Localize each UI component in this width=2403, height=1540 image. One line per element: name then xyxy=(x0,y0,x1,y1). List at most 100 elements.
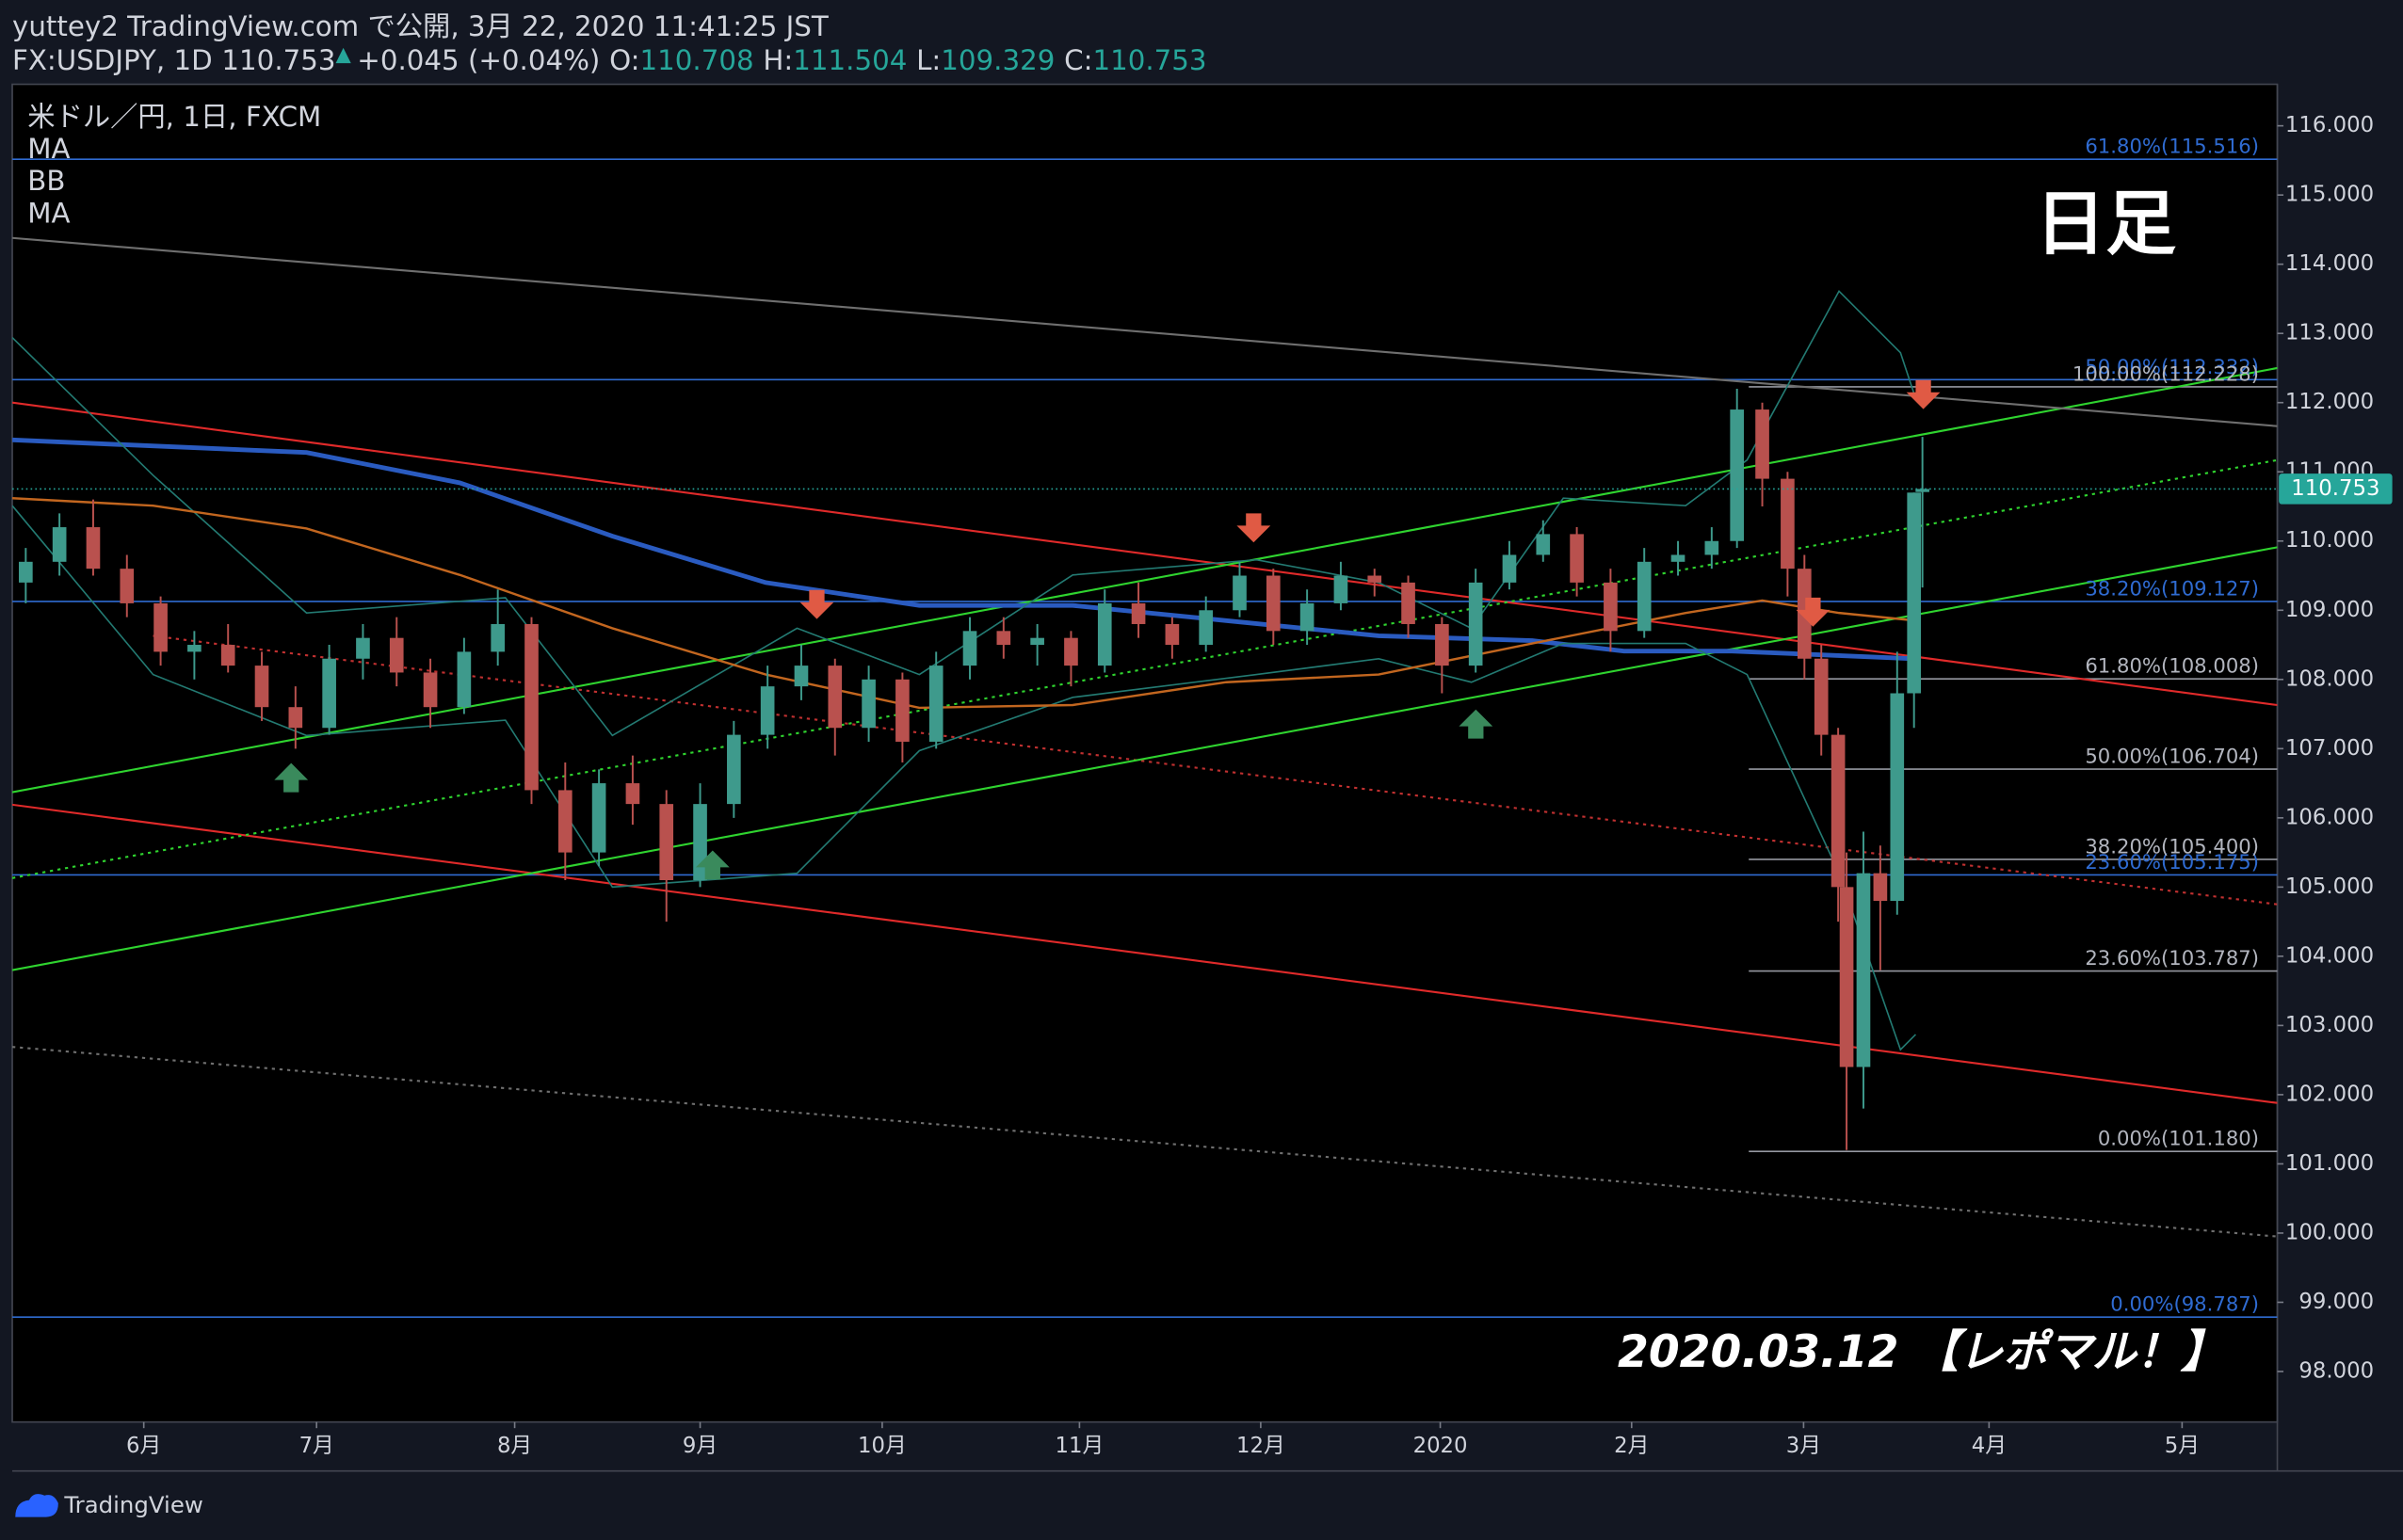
candle-body xyxy=(1333,575,1348,603)
trend-line xyxy=(12,1046,2278,1238)
change: +0.045 (+0.04%) xyxy=(357,44,600,76)
candle-body xyxy=(760,686,775,735)
x-tick-label: 2020 xyxy=(1413,1434,1468,1458)
x-tick-label: 11月 xyxy=(1056,1434,1105,1458)
header-line2: FX:USDJPY, 1D 110.753▲ +0.045 (+0.04%) O:11… xyxy=(12,42,1207,76)
candle-body xyxy=(1890,693,1905,902)
x-tick-label: 5月 xyxy=(2165,1434,2200,1458)
plot-area xyxy=(11,83,2279,1423)
legend-entry[interactable]: BB xyxy=(27,165,65,197)
candle-body xyxy=(288,707,303,729)
sell-arrow xyxy=(1796,597,1830,627)
candle-body xyxy=(254,666,269,708)
x-tick-label: 9月 xyxy=(683,1434,718,1458)
candle-body xyxy=(153,602,168,652)
candle-body xyxy=(1266,575,1281,632)
trend-line xyxy=(12,458,2278,879)
symbol: FX:USDJPY, 1D xyxy=(12,44,213,76)
open-value: 110.708 xyxy=(640,44,754,76)
candle-body xyxy=(996,631,1011,646)
high-label: H: xyxy=(763,44,793,76)
candle-body xyxy=(1468,582,1483,666)
candle-body xyxy=(1064,637,1078,666)
header-line1: yuttey2 TradingView.com で公開, 3月 22, 2020… xyxy=(12,10,829,42)
y-tick-label: 99.000 xyxy=(2298,1290,2374,1314)
brand-logo: TradingView xyxy=(15,1491,203,1518)
y-tick-label: 113.000 xyxy=(2285,321,2374,345)
x-tick-label: 2月 xyxy=(1614,1434,1649,1458)
candle-body xyxy=(389,637,404,673)
last-price-box xyxy=(2279,473,2393,505)
y-tick-label: 114.000 xyxy=(2285,251,2374,276)
candle-body xyxy=(1730,409,1745,541)
last: 110.753 xyxy=(221,44,335,76)
moving-average xyxy=(12,496,1916,710)
candle-body xyxy=(1781,478,1795,569)
buy-arrow xyxy=(274,762,309,793)
candle-body xyxy=(1199,610,1214,646)
candle-body xyxy=(1856,873,1871,1067)
x-tick-label: 8月 xyxy=(497,1434,532,1458)
fib-label: 100.00%(112.228) xyxy=(2072,361,2259,385)
y-tick-label: 103.000 xyxy=(2285,1013,2374,1037)
candle-body xyxy=(895,679,910,742)
candle-body xyxy=(187,645,202,652)
logo-icon xyxy=(15,1494,58,1517)
candle-body xyxy=(727,734,741,805)
open-label: O: xyxy=(609,44,639,76)
candle-body xyxy=(1435,623,1449,666)
chart-title: 日足 xyxy=(2035,184,2176,265)
bollinger-lower xyxy=(12,505,1917,1051)
y-tick-label: 101.000 xyxy=(2285,1151,2374,1176)
candle-body xyxy=(1873,873,1888,902)
fib-label: 61.80%(115.516) xyxy=(2085,135,2259,158)
candle-body xyxy=(794,666,809,687)
candle-body xyxy=(693,804,707,881)
signal-arrows xyxy=(274,379,1941,880)
candle-body xyxy=(19,561,33,583)
y-tick-label: 100.000 xyxy=(2285,1220,2374,1244)
candle-body xyxy=(1755,409,1769,479)
x-tick-label: 4月 xyxy=(1972,1434,2007,1458)
legend-entry[interactable]: MA xyxy=(27,197,70,229)
candle-body xyxy=(1502,554,1517,583)
sell-arrow xyxy=(1906,379,1941,409)
trend-line xyxy=(12,366,2278,794)
last-price-label: 110.753 xyxy=(2291,476,2379,501)
candle-body xyxy=(828,666,843,729)
y-tick-label: 104.000 xyxy=(2285,943,2374,968)
brand: TradingView xyxy=(63,1491,202,1518)
fib-label: 0.00%(101.180) xyxy=(2098,1127,2259,1150)
fib-label: 50.00%(112.332) xyxy=(2085,355,2259,378)
fib-label: 23.60%(103.787) xyxy=(2085,946,2259,970)
candle-body xyxy=(1299,602,1314,632)
x-tick-label: 7月 xyxy=(299,1434,334,1458)
buy-arrow xyxy=(1459,709,1493,739)
y-tick-label: 110.000 xyxy=(2285,528,2374,553)
fib-label: 23.60%(105.175) xyxy=(2085,850,2259,874)
candle-body xyxy=(86,527,101,569)
candle-body xyxy=(52,527,67,562)
candle-body xyxy=(220,645,235,666)
legend-entry[interactable]: MA xyxy=(27,133,70,165)
y-tick-label: 106.000 xyxy=(2285,805,2374,829)
trend-line xyxy=(12,546,2278,971)
candle-body xyxy=(659,804,674,881)
y-tick-label: 108.000 xyxy=(2285,666,2374,691)
bollinger-upper xyxy=(12,289,1917,737)
y-tick-label: 109.000 xyxy=(2285,598,2374,622)
x-tick-label: 12月 xyxy=(1236,1434,1285,1458)
sell-arrow xyxy=(1236,513,1271,543)
candle-body xyxy=(1165,623,1180,646)
fib-label: 0.00%(98.787) xyxy=(2110,1292,2259,1316)
x-tick-label: 6月 xyxy=(126,1434,161,1458)
fib-label: 38.20%(109.127) xyxy=(2085,576,2259,600)
annotation: 2020.03.12 【レポマル！】 xyxy=(1618,1326,2225,1378)
sell-arrow xyxy=(799,589,834,619)
candle-body xyxy=(1637,561,1652,632)
y-tick-label: 115.000 xyxy=(2285,183,2374,207)
candle-body xyxy=(962,631,977,666)
low-value: 109.329 xyxy=(941,44,1055,76)
